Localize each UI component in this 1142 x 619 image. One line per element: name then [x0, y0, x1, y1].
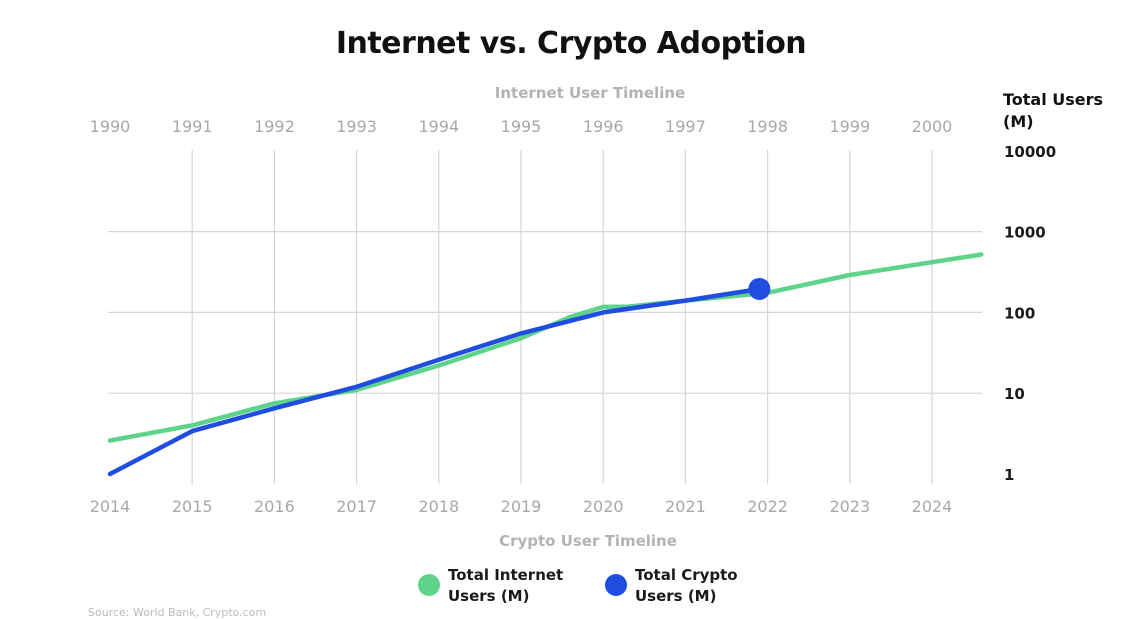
top-x-tick-label: 1997	[665, 117, 706, 136]
top-x-tick-label: 1994	[418, 117, 459, 136]
y-tick-label: 10	[1004, 385, 1025, 403]
bottom-x-tick-label: 2014	[90, 497, 131, 516]
bottom-x-tick-label: 2019	[501, 497, 542, 516]
top-x-tick-label: 1991	[172, 117, 213, 136]
bottom-x-tick-label: 2022	[747, 497, 788, 516]
chart-title: Internet vs. Crypto Adoption	[335, 26, 807, 61]
bottom-x-tick-label: 2015	[172, 497, 213, 516]
y-tick-label: 10000	[1004, 143, 1056, 161]
top-x-tick-label: 1998	[747, 117, 788, 136]
top-x-tick-label: 1996	[583, 117, 624, 136]
series-line-crypto	[107, 286, 762, 477]
bottom-x-tick-label: 2020	[583, 497, 624, 516]
crypto-end-marker	[748, 277, 771, 300]
y-tick-label: 1000	[1004, 224, 1046, 242]
legend-swatch-crypto	[605, 574, 627, 596]
bottom-x-tick-label: 2016	[254, 497, 295, 516]
top-x-tick-label: 1995	[501, 117, 542, 136]
bottom-axis-title: Crypto User Timeline	[499, 532, 677, 550]
y-tick-label: 100	[1004, 304, 1035, 322]
legend-item-internet: Total Internet Users (M)	[418, 565, 598, 607]
legend-label-crypto: Total Crypto Users (M)	[635, 566, 738, 605]
bottom-x-tick-label: 2018	[418, 497, 459, 516]
series-line-internet	[107, 252, 984, 443]
legend-item-crypto: Total Crypto Users (M)	[605, 565, 785, 607]
source-note: Source: World Bank, Crypto.com	[88, 606, 267, 619]
bottom-x-tick-label: 2017	[336, 497, 377, 516]
legend-label-internet: Total Internet Users (M)	[448, 566, 564, 605]
bottom-x-tick-label: 2024	[912, 497, 953, 516]
top-x-tick-label: 1992	[254, 117, 295, 136]
bottom-x-tick-label: 2021	[665, 497, 706, 516]
legend-swatch-internet	[418, 574, 440, 596]
top-x-tick-label: 2000	[912, 117, 953, 136]
top-x-tick-label: 1999	[829, 117, 870, 136]
top-axis-title: Internet User Timeline	[494, 84, 686, 102]
bottom-x-tick-label: 2023	[829, 497, 870, 516]
top-x-tick-label: 1993	[336, 117, 377, 136]
y-tick-label: 1	[1004, 466, 1014, 484]
top-x-tick-label: 1990	[90, 117, 131, 136]
y-axis-title: Total Users (M)	[1003, 90, 1104, 131]
